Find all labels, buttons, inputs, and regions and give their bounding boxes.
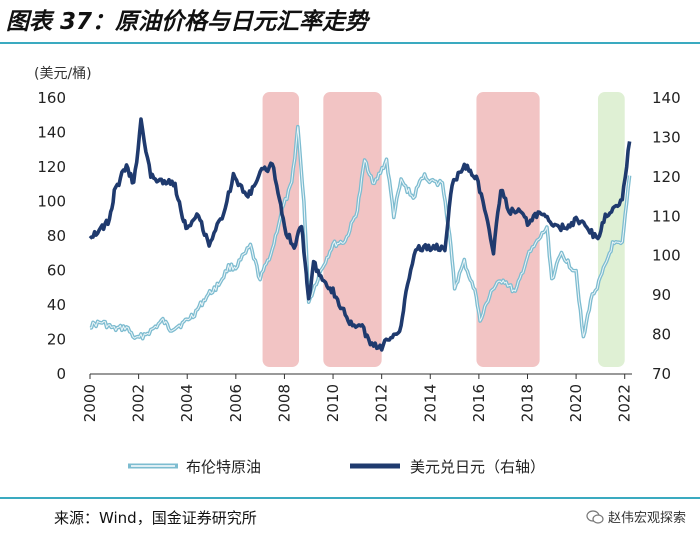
left-tick-140: 140 bbox=[37, 124, 66, 142]
x-tick-2012: 2012 bbox=[373, 384, 391, 422]
x-tick-2010: 2010 bbox=[324, 384, 342, 422]
shaded-region-3 bbox=[476, 92, 540, 367]
right-tick-80: 80 bbox=[652, 326, 671, 344]
left-tick-160: 160 bbox=[37, 89, 66, 107]
brand-name: 赵伟宏观探索 bbox=[607, 511, 686, 526]
right-tick-100: 100 bbox=[652, 247, 681, 265]
chart-legend: 布伦特原油 美元兑日元（右轴） bbox=[128, 458, 545, 476]
x-tick-2014: 2014 bbox=[421, 384, 439, 422]
brand-watermark: 赵伟宏观探索 bbox=[586, 507, 686, 526]
x-tick-2018: 2018 bbox=[518, 384, 536, 422]
footer-divider bbox=[0, 497, 700, 499]
shaded-region-1 bbox=[262, 92, 300, 367]
x-tick-2004: 2004 bbox=[178, 384, 196, 422]
wechat-icon bbox=[586, 509, 604, 524]
x-tick-2008: 2008 bbox=[275, 384, 293, 422]
brent-oil-line-inner bbox=[89, 126, 631, 340]
x-tick-2000: 2000 bbox=[81, 384, 99, 422]
left-tick-60: 60 bbox=[47, 262, 66, 280]
right-axis-ticks: 70 80 90 100 110 120 130 140 bbox=[652, 89, 681, 383]
title-divider bbox=[0, 42, 700, 44]
x-tick-2006: 2006 bbox=[227, 384, 245, 422]
right-tick-90: 90 bbox=[652, 286, 671, 304]
legend-jpy-label: 美元兑日元（右轴） bbox=[410, 458, 545, 476]
right-tick-140: 140 bbox=[652, 89, 681, 107]
page-title: 图表 37：原油价格与日元汇率走势 bbox=[6, 9, 369, 35]
right-tick-110: 110 bbox=[652, 207, 681, 225]
left-tick-0: 0 bbox=[56, 365, 66, 383]
left-tick-100: 100 bbox=[37, 193, 66, 211]
left-tick-40: 40 bbox=[47, 296, 66, 314]
source-note: 来源：Wind，国金证券研究所 bbox=[54, 509, 257, 527]
right-tick-120: 120 bbox=[652, 168, 681, 186]
left-tick-20: 20 bbox=[47, 331, 66, 349]
right-tick-70: 70 bbox=[652, 365, 671, 383]
legend-oil-label: 布伦特原油 bbox=[186, 458, 261, 476]
usdjpy-line bbox=[88, 117, 632, 352]
x-axis-ticks: 2000 2002 2004 2006 2008 2010 2012 2014 2016 2018… bbox=[81, 374, 634, 422]
right-tick-130: 130 bbox=[652, 128, 681, 146]
x-tick-2022: 2022 bbox=[616, 384, 634, 422]
oil-vs-yen-chart: (美元/桶) 0 20 40 60 80 100 120 140 160 70 80 90 100 11… bbox=[34, 66, 681, 476]
shaded-region-4 bbox=[597, 92, 625, 367]
x-tick-2016: 2016 bbox=[470, 384, 488, 422]
left-axis-unit-label: (美元/桶) bbox=[34, 66, 92, 82]
left-tick-120: 120 bbox=[37, 158, 66, 176]
x-tick-2002: 2002 bbox=[130, 384, 148, 422]
left-axis-ticks: 0 20 40 60 80 100 120 140 160 bbox=[37, 89, 66, 383]
shaded-regions bbox=[262, 92, 625, 367]
left-tick-80: 80 bbox=[47, 227, 66, 245]
x-tick-2020: 2020 bbox=[567, 384, 585, 422]
